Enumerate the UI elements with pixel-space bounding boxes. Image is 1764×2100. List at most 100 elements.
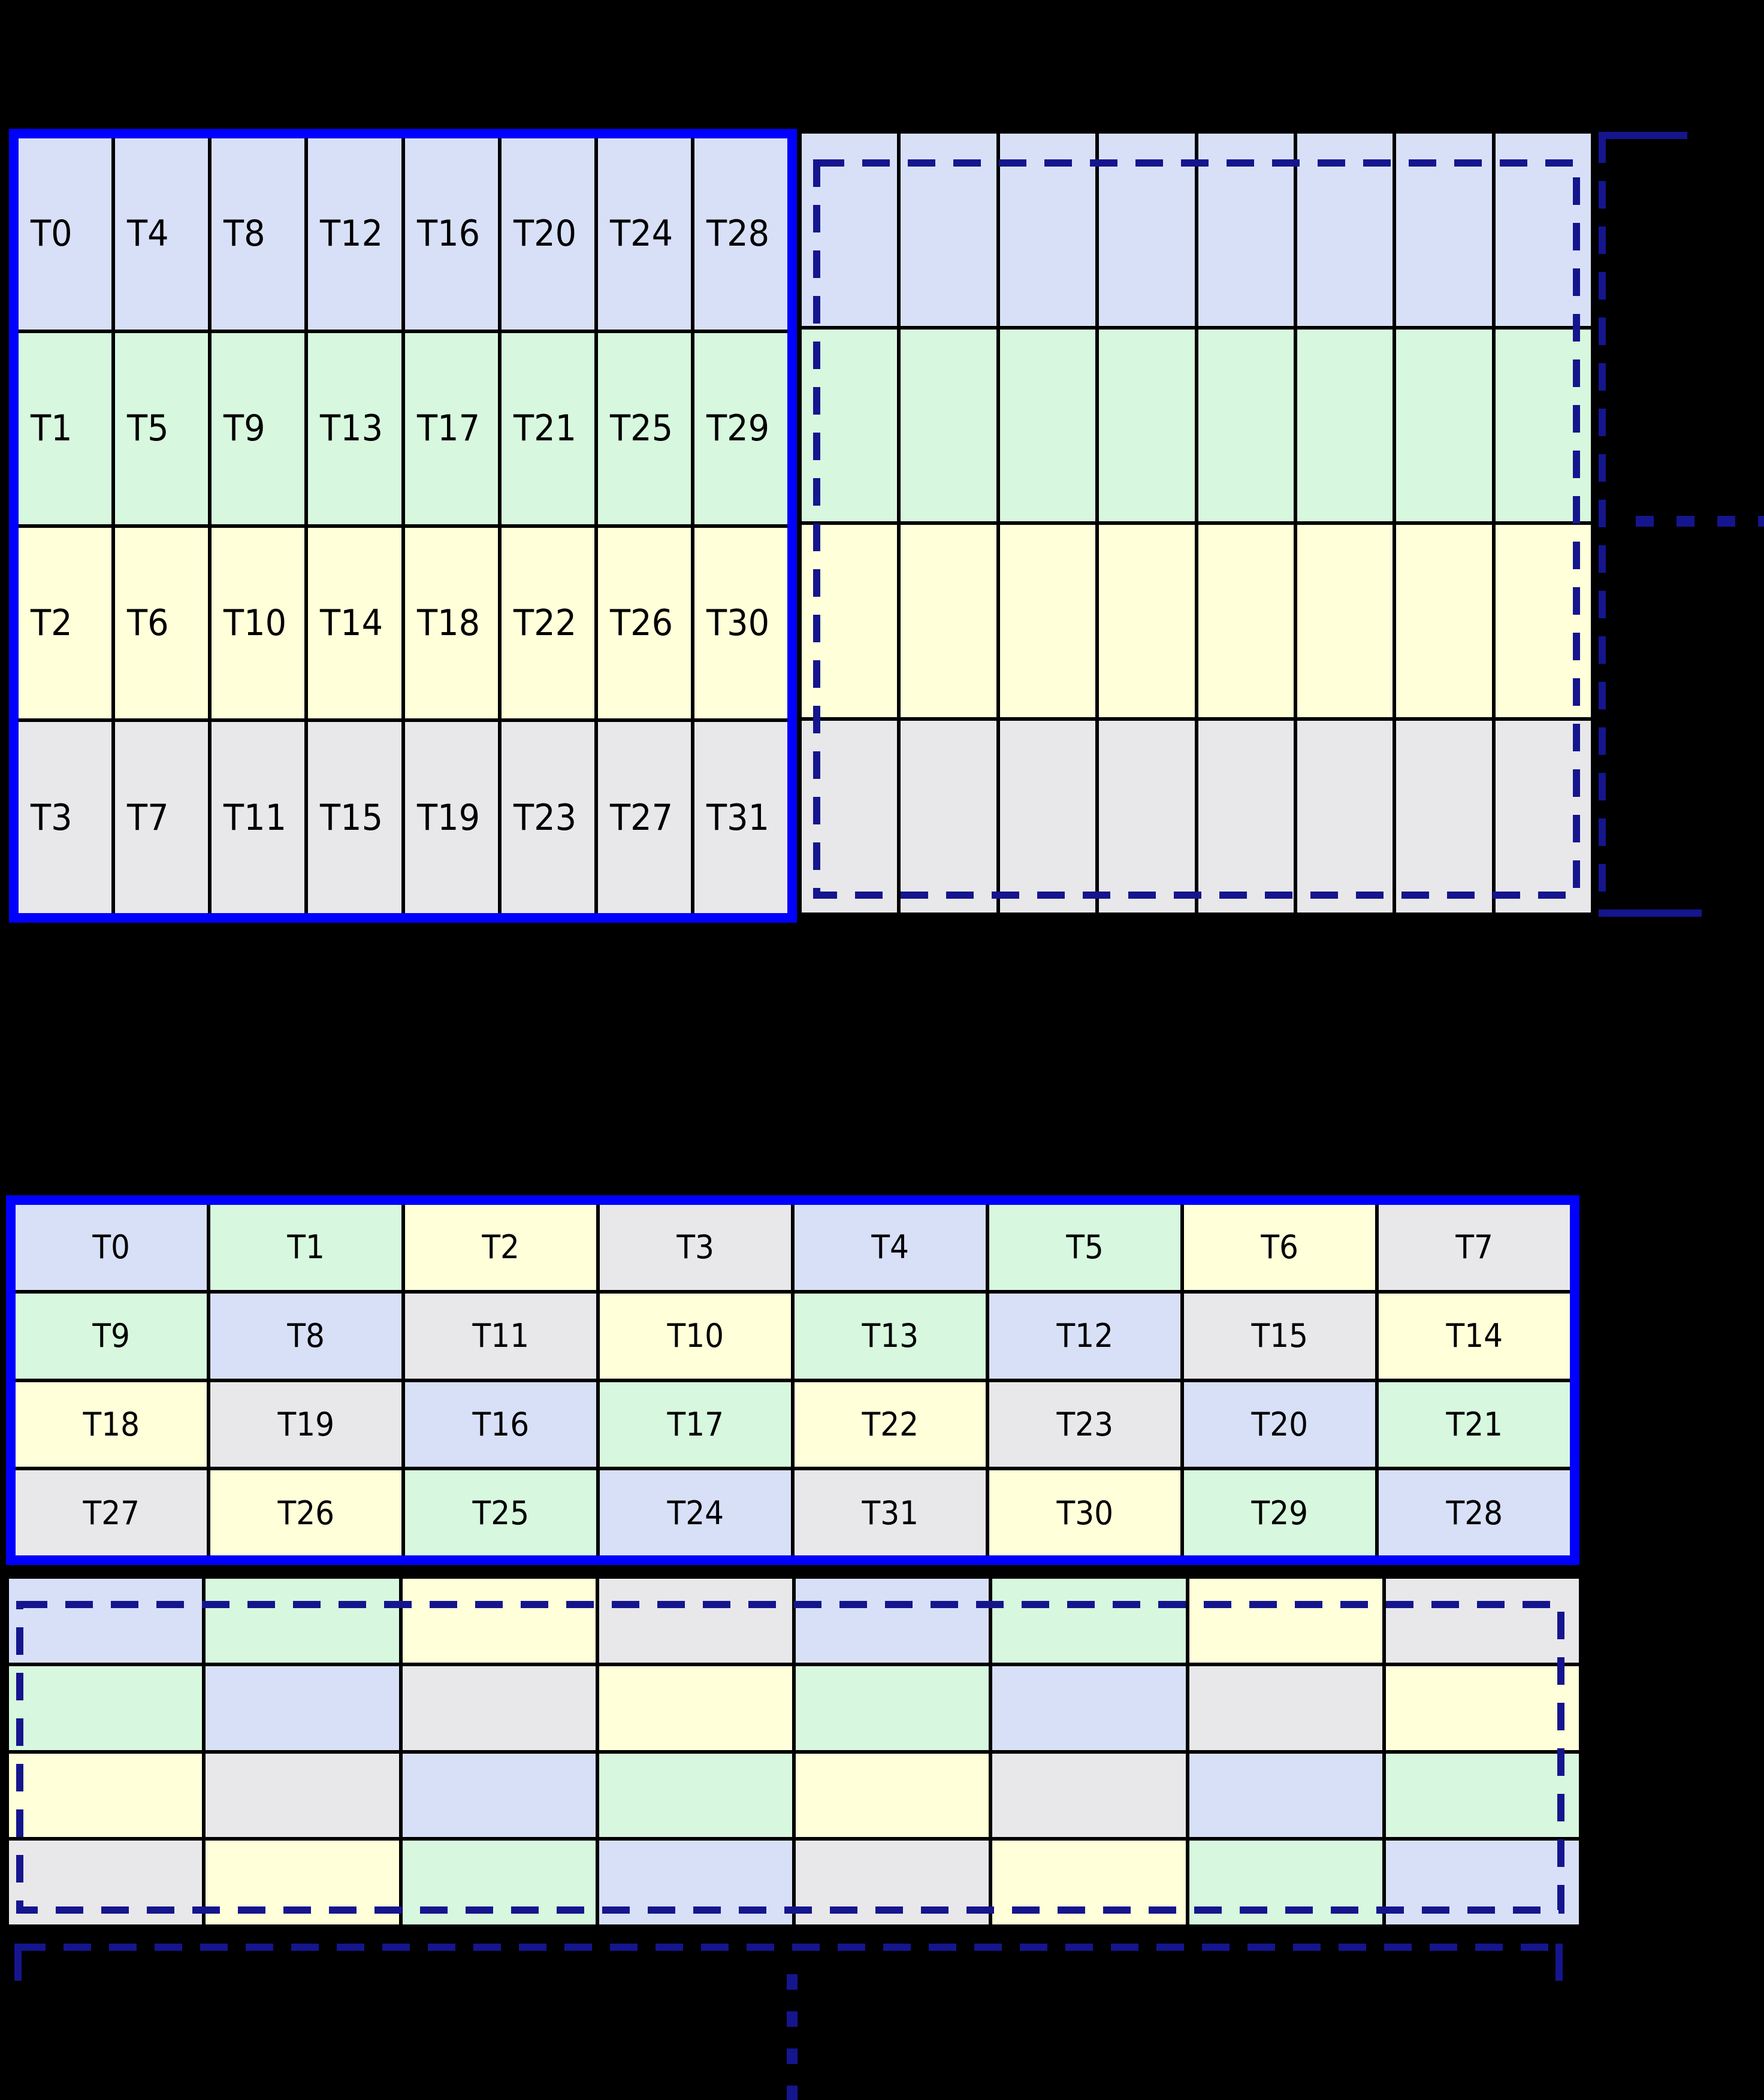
thread-cell-label: T2 bbox=[482, 1228, 519, 1267]
ghost-cell bbox=[796, 1666, 989, 1750]
ghost-cell bbox=[1385, 1666, 1579, 1750]
thread-cell-T26: T26 bbox=[597, 527, 691, 719]
thread-cell-label: T14 bbox=[1446, 1317, 1503, 1355]
ghost-cell bbox=[1189, 1841, 1382, 1924]
thread-cell-T5: T5 bbox=[115, 333, 209, 524]
ghost-cell bbox=[802, 329, 898, 521]
thread-cell-T25: T25 bbox=[405, 1470, 596, 1555]
thread-cell-T30: T30 bbox=[989, 1470, 1180, 1555]
thread-cell-label: T0 bbox=[31, 213, 73, 255]
thread-cell-T23: T23 bbox=[501, 722, 594, 913]
thread-cell-label: T26 bbox=[277, 1494, 334, 1532]
ghost-cell bbox=[1198, 720, 1294, 912]
thread-cell-label: T11 bbox=[472, 1317, 529, 1355]
swizzled-ghost-grid bbox=[6, 1576, 1582, 1927]
thread-cell-T29: T29 bbox=[1184, 1470, 1375, 1555]
ghost-cell bbox=[1396, 134, 1492, 326]
thread-cell-T9: T9 bbox=[212, 333, 305, 524]
thread-cell-T18: T18 bbox=[404, 527, 498, 719]
ghost-cell bbox=[901, 329, 996, 521]
ghost-cell bbox=[796, 1841, 989, 1924]
ghost-cell bbox=[9, 1666, 203, 1750]
thread-cell-label: T19 bbox=[416, 796, 480, 839]
ghost-cell bbox=[1099, 134, 1195, 326]
thread-cell-T18: T18 bbox=[16, 1382, 207, 1467]
ghost-cell bbox=[599, 1753, 792, 1838]
ghost-cell bbox=[802, 525, 898, 717]
thread-cell-T10: T10 bbox=[600, 1293, 791, 1379]
thread-cell-label: T15 bbox=[320, 796, 383, 839]
thread-cell-T6: T6 bbox=[1184, 1205, 1375, 1290]
thread-cell-T23: T23 bbox=[989, 1382, 1180, 1467]
ghost-cell bbox=[9, 1753, 203, 1838]
ghost-cell bbox=[599, 1841, 792, 1924]
thread-cell-label: T12 bbox=[320, 213, 383, 255]
ghost-cell bbox=[1396, 525, 1492, 717]
thread-cell-label: T20 bbox=[1251, 1405, 1308, 1443]
thread-cell-T11: T11 bbox=[212, 722, 305, 913]
thread-cell-label: T29 bbox=[706, 407, 769, 450]
thread-cell-T3: T3 bbox=[19, 722, 112, 913]
thread-cell-T25: T25 bbox=[597, 333, 691, 524]
thread-cell-label: T19 bbox=[277, 1405, 334, 1443]
thread-cell-label: T1 bbox=[31, 407, 73, 450]
thread-cell-label: T29 bbox=[1251, 1494, 1308, 1532]
ghost-cell bbox=[1198, 329, 1294, 521]
thread-cell-label: T9 bbox=[92, 1317, 130, 1355]
thread-cell-T2: T2 bbox=[19, 527, 112, 719]
thread-cell-T19: T19 bbox=[210, 1382, 401, 1467]
thread-cell-label: T10 bbox=[223, 602, 287, 644]
thread-cell-T2: T2 bbox=[405, 1205, 596, 1290]
thread-cell-T16: T16 bbox=[404, 138, 498, 330]
thread-cell-T30: T30 bbox=[694, 527, 787, 719]
thread-cell-T21: T21 bbox=[501, 333, 594, 524]
thread-cell-label: T25 bbox=[609, 407, 673, 450]
thread-cell-T7: T7 bbox=[1379, 1205, 1570, 1290]
thread-cell-label: T20 bbox=[513, 213, 576, 255]
thread-cell-label: T18 bbox=[83, 1405, 140, 1443]
thread-cell-label: T21 bbox=[513, 407, 576, 450]
ghost-cell bbox=[1297, 720, 1393, 912]
ghost-cell bbox=[9, 1579, 203, 1663]
thread-cell-T14: T14 bbox=[308, 527, 401, 719]
thread-cell-T14: T14 bbox=[1379, 1293, 1570, 1379]
ghost-cell bbox=[402, 1753, 596, 1838]
thread-cell-label: T2 bbox=[31, 602, 73, 644]
ghost-cell bbox=[1495, 329, 1591, 521]
thread-cell-T31: T31 bbox=[694, 722, 787, 913]
thread-cell-label: T13 bbox=[320, 407, 383, 450]
ghost-cell bbox=[206, 1579, 399, 1663]
ghost-cell bbox=[402, 1841, 596, 1924]
thread-cell-label: T26 bbox=[609, 602, 673, 644]
ghost-cell bbox=[992, 1841, 1186, 1924]
thread-cell-label: T24 bbox=[609, 213, 673, 255]
ghost-cell bbox=[1495, 134, 1591, 326]
thread-cell-label: T23 bbox=[1056, 1405, 1113, 1443]
thread-cell-T31: T31 bbox=[795, 1470, 986, 1555]
ghost-cell bbox=[206, 1666, 399, 1750]
thread-cell-label: T22 bbox=[513, 602, 576, 644]
thread-cell-T17: T17 bbox=[404, 333, 498, 524]
thread-cell-T28: T28 bbox=[1379, 1470, 1570, 1555]
thread-cell-label: T5 bbox=[127, 407, 169, 450]
ghost-cell bbox=[992, 1666, 1186, 1750]
thread-cell-label: T14 bbox=[320, 602, 383, 644]
thread-cell-T20: T20 bbox=[501, 138, 594, 330]
thread-cell-label: T25 bbox=[472, 1494, 529, 1532]
ghost-cell bbox=[599, 1666, 792, 1750]
thread-cell-label: T3 bbox=[31, 796, 73, 839]
thread-cell-label: T12 bbox=[1056, 1317, 1113, 1355]
thread-cell-T27: T27 bbox=[16, 1470, 207, 1555]
ghost-cell bbox=[1396, 720, 1492, 912]
ghost-cell bbox=[1385, 1579, 1579, 1663]
thread-cell-T24: T24 bbox=[597, 138, 691, 330]
thread-cell-label: T10 bbox=[667, 1317, 724, 1355]
ghost-cell bbox=[1495, 720, 1591, 912]
ghost-cell bbox=[999, 134, 1096, 326]
thread-cell-T22: T22 bbox=[501, 527, 594, 719]
thread-cell-label: T17 bbox=[667, 1405, 724, 1443]
ghost-cell bbox=[1385, 1753, 1579, 1838]
ghost-cell bbox=[1297, 134, 1393, 326]
thread-cell-T11: T11 bbox=[405, 1293, 596, 1379]
thread-cell-T6: T6 bbox=[115, 527, 209, 719]
